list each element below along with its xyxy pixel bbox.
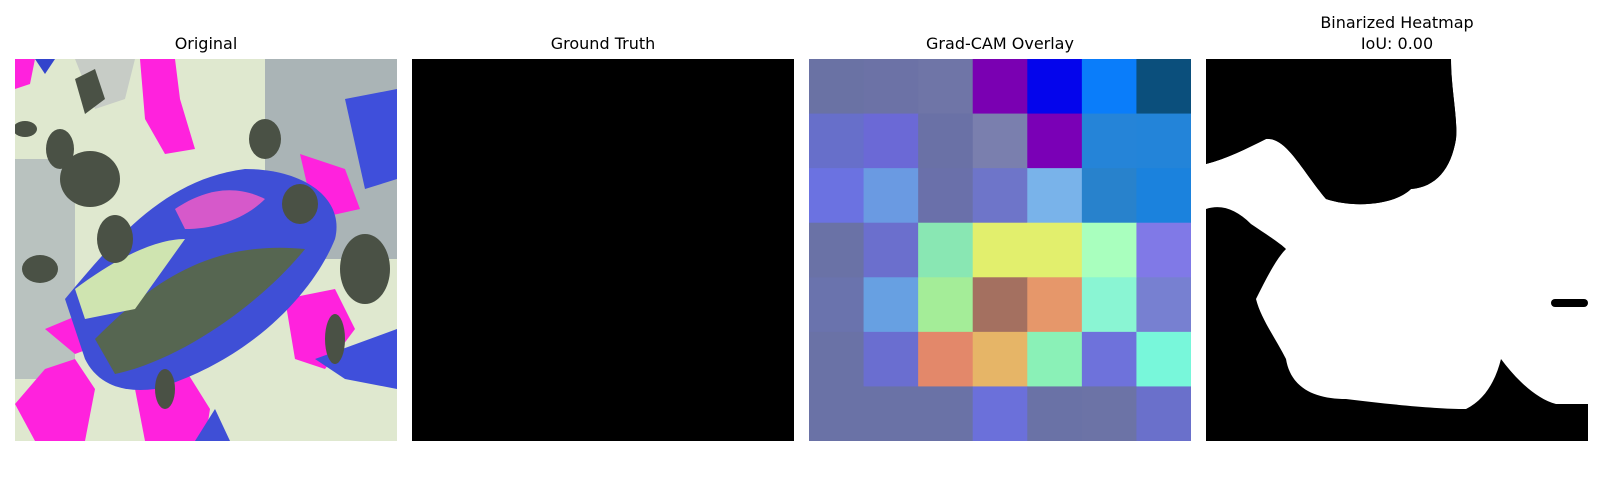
gradcam-cell [1027, 331, 1083, 387]
gradcam-cell [918, 59, 974, 115]
gradcam-cell [809, 222, 865, 278]
original-image [15, 59, 397, 441]
gradcam-cell [1136, 168, 1191, 224]
gradcam-cell [1136, 59, 1191, 115]
gradcam-cell [809, 168, 865, 224]
gradcam-cell [1136, 331, 1191, 387]
gradcam-cell [863, 113, 919, 169]
gradcam-cell [863, 168, 919, 224]
gradcam-cell [809, 113, 865, 169]
gradcam-cell [809, 277, 865, 333]
gradcam-cell [1027, 59, 1083, 115]
gradcam-cell [863, 59, 919, 115]
iou-score-label: IoU: 0.00 [1360, 34, 1434, 53]
gradcam-cell [1081, 277, 1137, 333]
gradcam-cell [809, 386, 865, 441]
gradcam-cell [1027, 222, 1083, 278]
gradcam-cell [1027, 168, 1083, 224]
gradcam-cell [918, 331, 974, 387]
gradcam-cell [972, 59, 1028, 115]
gradcam-cell [863, 277, 919, 333]
gradcam-cell [918, 113, 974, 169]
gradcam-cell [863, 331, 919, 387]
gradcam-cell [1081, 59, 1137, 115]
gradcam-cell [972, 168, 1028, 224]
gradcam-cell [1136, 277, 1191, 333]
gradcam-cell [809, 331, 865, 387]
gradcam-cell [918, 168, 974, 224]
gradcam-cell [1136, 113, 1191, 169]
gradcam-cell [1136, 386, 1191, 441]
gradcam-cell [1081, 113, 1137, 169]
gradcam-cell [809, 59, 865, 115]
gradcam-cell [1081, 168, 1137, 224]
gradcam-cell [918, 386, 974, 441]
binarized-heatmap-title: Binarized Heatmap [1320, 13, 1474, 32]
gradcam-cell [972, 277, 1028, 333]
gradcam-cell [972, 222, 1028, 278]
gradcam-cell [1136, 222, 1191, 278]
gradcam-cell [1027, 277, 1083, 333]
gradcam-cell [1081, 222, 1137, 278]
gradcam-cell [972, 331, 1028, 387]
gradcam-cell [972, 386, 1028, 441]
gradcam-cell [972, 113, 1028, 169]
gradcam-cell [1027, 386, 1083, 441]
ground-truth-title: Ground Truth [550, 34, 656, 53]
binarized-heatmap [1206, 59, 1588, 441]
gradcam-overlay [809, 59, 1191, 441]
original-title: Original [174, 34, 238, 53]
ground-truth-mask [412, 59, 794, 441]
gradcam-cell [1081, 331, 1137, 387]
gradcam-overlay-title: Grad-CAM Overlay [926, 34, 1074, 53]
gradcam-cell [1027, 113, 1083, 169]
gradcam-cell [863, 386, 919, 441]
gradcam-cell [918, 277, 974, 333]
gradcam-cell [863, 222, 919, 278]
gradcam-cell [918, 222, 974, 278]
gradcam-cell [1081, 386, 1137, 441]
